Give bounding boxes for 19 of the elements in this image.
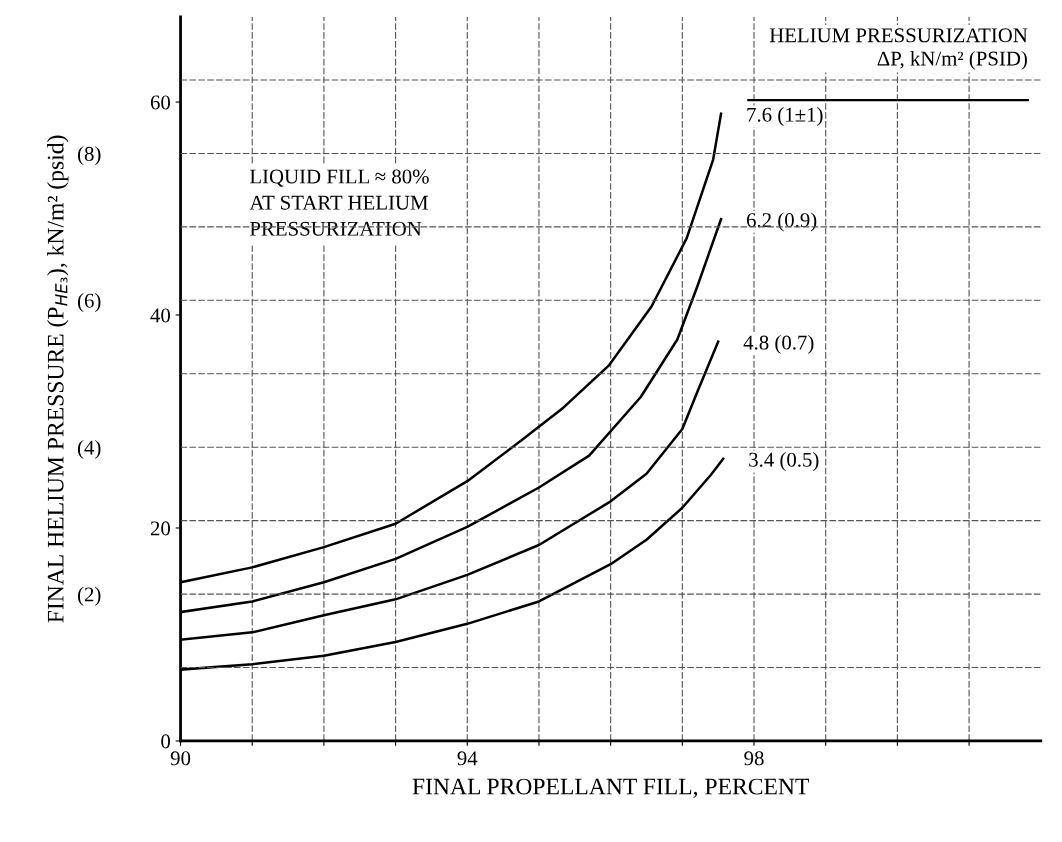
series-label: 6.2 (0.9): [746, 212, 817, 232]
series-label: 3.4 (0.5): [749, 452, 819, 471]
legend-title: HELIUM PRESSURIZATION ΔP, kN/m² (PSID): [769, 28, 1028, 70]
annotation: LIQUID FILL ≈ 80% AT START HELIUM PRESSURIZATION: [249, 169, 429, 236]
x-tick-label: 90: [170, 751, 191, 766]
series-label: 4.8 (0.7): [743, 334, 814, 354]
series-label: 7.6 (1±1): [747, 107, 823, 126]
y2-tick-label: (4): [78, 439, 101, 459]
y2-tick-label: (6): [78, 293, 101, 312]
y-tick-label: 40: [150, 308, 171, 323]
x-tick-label: 98: [744, 751, 764, 766]
x-tick-label: 94: [457, 751, 478, 766]
y2-tick-label: (2): [78, 586, 101, 606]
x-axis-title: FINAL PROPELLANT FILL, PERCENT: [412, 778, 809, 798]
y2-axis-title: FINAL HELIUM PRESSURE (P$_{HE₃}$), kN/m² (psid): [47, 135, 69, 623]
y-tick-label: 0: [161, 734, 171, 749]
y2-tick-label: (8): [78, 146, 101, 166]
y-tick-label: 60: [150, 95, 171, 110]
y-tick-label: 20: [150, 521, 171, 536]
